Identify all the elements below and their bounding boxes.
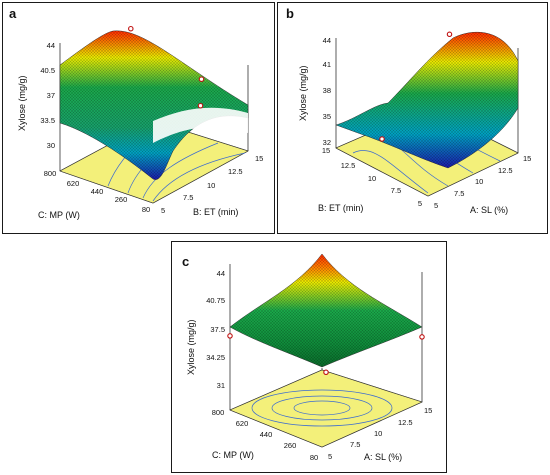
z-tick-c-4: 31 (217, 381, 225, 390)
z-tick-c-2: 37.5 (210, 325, 225, 334)
panel-label-c: c (182, 254, 189, 269)
z-tick-a-1: 40.5 (40, 66, 55, 75)
y-ticks-c: 800 620 440 260 80 (212, 408, 318, 462)
y-tick-c-3: 620 (236, 419, 249, 428)
z-tick-a-4: 30 (47, 141, 55, 150)
x-tick-b-0: 5 (434, 201, 438, 210)
x-axis-label-a: B: ET (min) (193, 207, 238, 217)
y-tick-a-1: 260 (115, 195, 128, 204)
chart-panel-a: a 44 40.5 37 33.5 30 Xylose (mg/g) 800 6… (2, 2, 275, 234)
panel-label-a: a (9, 6, 17, 21)
design-point-a-0 (197, 102, 204, 109)
surface-shadow-a (153, 107, 248, 143)
z-tick-c-1: 40.75 (206, 296, 225, 305)
x-tick-c-2: 10 (374, 429, 382, 438)
z-axis-label-a: Xylose (mg/g) (17, 75, 27, 131)
design-point-b-0 (379, 136, 385, 142)
y-ticks-b: 15 12.5 10 7.5 5 (322, 146, 422, 208)
z-axis-label-b: Xylose (mg/g) (298, 65, 308, 121)
z-tick-b-1: 41 (323, 60, 331, 69)
design-point-c-0 (227, 333, 233, 339)
y-axis-label-c: C: MP (W) (212, 450, 254, 460)
x-tick-b-2: 10 (475, 177, 483, 186)
y-tick-b-2: 10 (368, 174, 376, 183)
y-tick-b-0: 5 (418, 199, 422, 208)
y-tick-c-0: 80 (310, 453, 318, 462)
surface-mesh-c (230, 254, 422, 367)
z-ticks-c: 44 40.75 37.5 34.25 31 (206, 269, 225, 390)
x-tick-b-3: 12.5 (498, 166, 513, 175)
z-tick-c-0: 44 (217, 269, 225, 278)
x-tick-a-2: 10 (207, 181, 215, 190)
x-tick-b-1: 7.5 (454, 189, 464, 198)
x-ticks-c: 5 7.5 10 12.5 15 (328, 406, 432, 461)
design-points-c (227, 333, 425, 376)
chart-panel-c: c 44 40.75 37.5 34.25 31 Xylose (mg/g) 8… (171, 241, 447, 473)
z-tick-a-2: 37 (47, 91, 55, 100)
x-ticks-a: 5 7.5 10 12.5 15 (161, 154, 263, 215)
design-point-a-1 (198, 76, 205, 82)
surface-plot-c: c 44 40.75 37.5 34.25 31 Xylose (mg/g) 8… (182, 253, 432, 462)
x-tick-a-1: 7.5 (183, 193, 193, 202)
x-tick-c-4: 15 (424, 406, 432, 415)
panel-label-b: b (286, 6, 294, 21)
x-tick-c-1: 7.5 (350, 440, 360, 449)
x-ticks-b: 5 7.5 10 12.5 15 (434, 154, 531, 210)
x-tick-a-4: 15 (255, 154, 263, 163)
y-tick-b-1: 7.5 (391, 186, 401, 195)
design-point-a-2 (128, 25, 134, 32)
surface-plot-b: b 44 41 38 35 32 Xylose (mg/g) 15 12.5 1… (286, 6, 531, 215)
contour-floor-c (229, 369, 423, 448)
y-tick-a-3: 620 (67, 179, 80, 188)
surface-plot-a: a 44 40.5 37 33.5 30 Xylose (mg/g) 800 6… (9, 6, 263, 220)
z-tick-a-3: 33.5 (40, 116, 55, 125)
x-axis-label-c: A: SL (%) (364, 452, 402, 462)
x-tick-b-4: 15 (523, 154, 531, 163)
contour-lines-c (251, 389, 393, 427)
y-tick-a-4: 800 (44, 169, 57, 178)
y-tick-c-1: 260 (284, 441, 297, 450)
y-ticks-a: 800 620 440 260 80 (44, 169, 150, 214)
z-tick-b-3: 35 (323, 112, 331, 121)
x-tick-c-3: 12.5 (398, 418, 413, 427)
y-tick-b-3: 12.5 (341, 161, 356, 170)
design-points-a (128, 25, 205, 109)
z-tick-a-0: 44 (47, 41, 55, 50)
design-points-b (379, 31, 453, 142)
y-tick-b-4: 15 (322, 146, 330, 155)
x-tick-c-0: 5 (328, 452, 332, 461)
design-point-c-1 (419, 334, 425, 340)
x-tick-a-3: 12.5 (228, 167, 243, 176)
design-point-b-1 (446, 31, 453, 38)
y-axis-label-b: B: ET (min) (318, 203, 363, 213)
y-axis-label-a: C: MP (W) (38, 210, 80, 220)
z-tick-b-2: 38 (323, 86, 331, 95)
z-tick-b-0: 44 (323, 36, 331, 45)
y-tick-c-4: 800 (212, 408, 225, 417)
y-tick-a-2: 440 (91, 187, 104, 196)
surface-mesh-b (336, 32, 518, 168)
x-axis-label-b: A: SL (%) (470, 205, 508, 215)
z-ticks-a: 44 40.5 37 33.5 30 (40, 41, 55, 150)
y-tick-a-0: 80 (142, 205, 150, 214)
surface-mesh-a (60, 30, 248, 180)
z-ticks-b: 44 41 38 35 32 (323, 36, 331, 147)
z-tick-c-3: 34.25 (206, 353, 225, 362)
x-tick-a-0: 5 (161, 206, 165, 215)
z-tick-b-4: 32 (323, 138, 331, 147)
y-tick-c-2: 440 (260, 430, 273, 439)
z-axis-label-c: Xylose (mg/g) (186, 319, 196, 375)
design-point-c-2 (323, 369, 329, 376)
chart-panel-b: b 44 41 38 35 32 Xylose (mg/g) 15 12.5 1… (277, 2, 548, 234)
